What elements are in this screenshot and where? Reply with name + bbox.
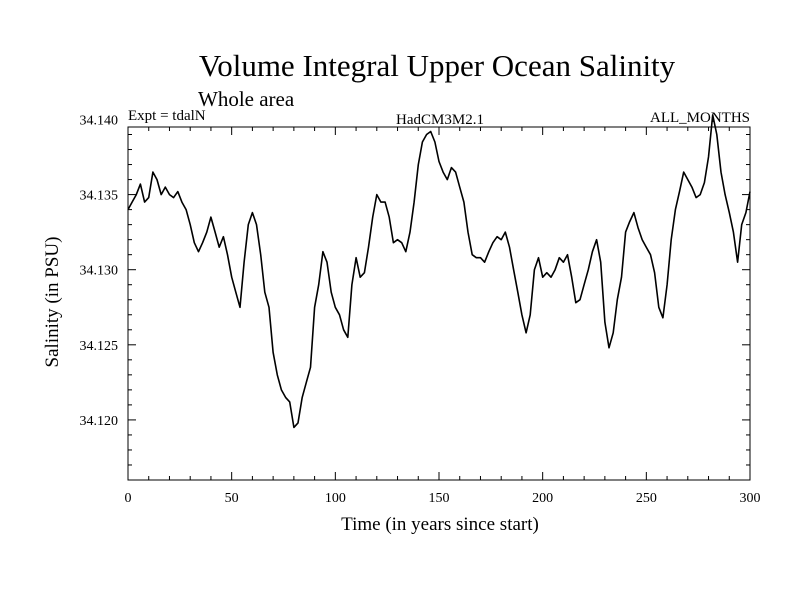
chart-title: Volume Integral Upper Ocean Salinity [199,48,676,83]
y-axis-label: Salinity (in PSU) [42,237,63,368]
y-tick-label: 34.125 [80,339,119,354]
y-tick-label: 34.135 [80,189,119,204]
plot-area: 0 50 100 150 200 250 300 34.120 34.125 34.130 34.1… [80,113,761,506]
x-axis-label: Time (in years since start) [341,514,539,535]
model-label: HadCM3M2.1 [396,112,484,128]
chart-subtitle: Whole area [198,87,295,111]
salinity-series-line [127,114,751,429]
x-tick-label: 200 [532,491,553,506]
x-tick-label: 300 [740,491,761,506]
experiment-label: Expt = tdalN [128,108,206,124]
months-label: ALL_MONTHS [650,110,750,126]
plot-frame [127,126,751,481]
x-tick-label: 150 [429,491,450,506]
x-tick-label: 250 [636,491,657,506]
x-tick-label: 50 [225,491,239,506]
x-tick-label: 0 [125,491,132,506]
y-tick-label: 34.130 [80,264,119,279]
y-tick-label: 34.120 [80,414,119,429]
y-tick-label: 34.140 [80,113,119,128]
x-tick-label: 100 [325,491,346,506]
